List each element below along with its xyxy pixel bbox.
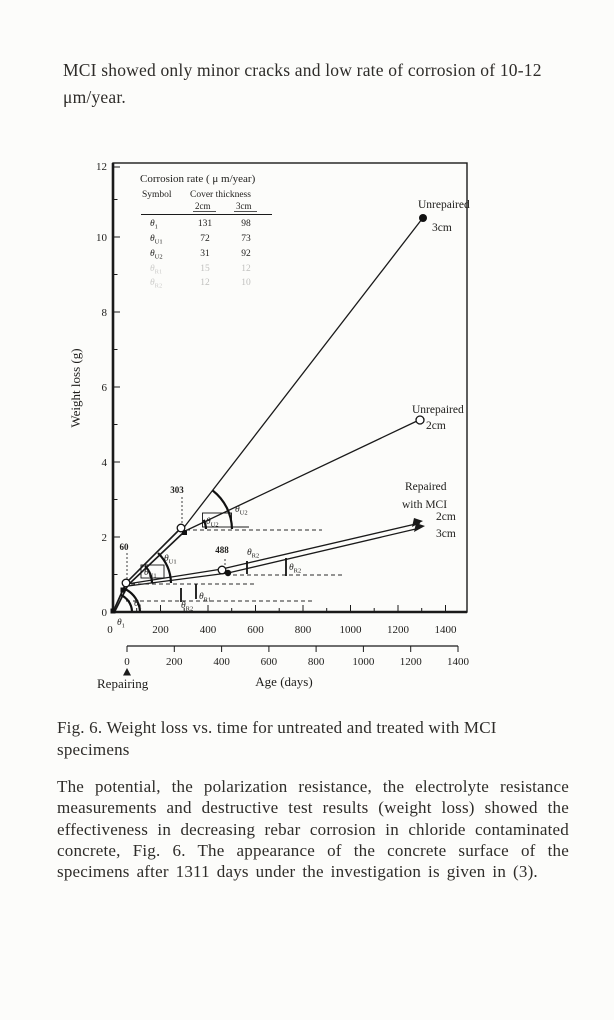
legend-row: θU1 72 73 xyxy=(150,234,251,246)
legend-row: θ1 131 98 xyxy=(150,219,251,231)
x-tick-label: 200 xyxy=(152,624,169,636)
line-unrepaired-2cm xyxy=(182,420,418,533)
angle-thetaU1: θU1 xyxy=(164,554,177,566)
x2-tick-label: 0 xyxy=(124,656,130,668)
x-tick-label: 1000 xyxy=(340,624,363,636)
x2-tick-label: 1000 xyxy=(352,656,375,668)
legend-sub-3cm: 3cm xyxy=(236,201,252,211)
y-tick-label: 4 xyxy=(102,457,108,469)
x-tick-label: 0 xyxy=(107,624,113,636)
angle-thetaR1: θR1 xyxy=(199,592,211,604)
svg-text:73: 73 xyxy=(241,234,251,244)
angle-thetaR2: θR2 xyxy=(289,563,301,575)
endpoint-unrepaired-3cm xyxy=(419,214,427,222)
svg-text:θR1: θR1 xyxy=(150,264,162,276)
figure-caption: Fig. 6. Weight loss vs. time for untreat… xyxy=(57,718,497,760)
x-tick-label: 800 xyxy=(295,624,312,636)
svg-text:15: 15 xyxy=(200,264,210,274)
x-axis-title: Age (days) xyxy=(255,674,312,689)
legend-title: Corrosion rate ( μ m/year) xyxy=(140,173,256,185)
point-annotations: 60 303 488 xyxy=(120,485,230,555)
label-repaired: Repaired xyxy=(405,481,447,493)
x-tick-label: 600 xyxy=(247,624,264,636)
svg-text:12: 12 xyxy=(200,278,210,288)
x2-tick-label: 600 xyxy=(261,656,278,668)
y-tick-label: 8 xyxy=(102,307,108,319)
y-axis: 0 2 4 6 8 10 12 Weight loss (g) xyxy=(68,161,120,619)
y-tick-label: 12 xyxy=(96,161,107,173)
svg-text:θU2: θU2 xyxy=(150,249,163,261)
label-repaired-2: with MCI xyxy=(402,499,447,511)
annotation-303: 303 xyxy=(170,485,184,495)
x-tick-label: 1200 xyxy=(387,624,410,636)
endpoint-unrepaired-2cm xyxy=(415,415,425,425)
svg-text:12: 12 xyxy=(241,264,251,274)
label-unrepaired-2cm: Unrepaired xyxy=(412,404,464,416)
annotation-488: 488 xyxy=(215,545,229,555)
svg-text:72: 72 xyxy=(200,234,210,244)
y-tick-label: 10 xyxy=(96,232,108,244)
repairing-marker-icon xyxy=(123,668,131,676)
x-tick-label: 1400 xyxy=(435,624,458,636)
x2-tick-label: 800 xyxy=(308,656,325,668)
line-unrepaired-3cm xyxy=(181,218,423,531)
angle-labels: θ1 θ1 θU1 θU1 θU2 θU2 θR2 θR1 θR2 θR2 xyxy=(117,505,301,630)
angle-thetaU2: θU2 xyxy=(235,505,248,517)
legend-row: θR2 12 10 xyxy=(150,278,251,290)
intro-paragraph: MCI showed only minor cracks and low rat… xyxy=(63,60,542,108)
y-tick-label: 2 xyxy=(102,532,108,544)
y-axis-title: Weight loss (g) xyxy=(68,348,83,427)
x-axis-primary: 0 200 400 600 800 1000 1200 1400 xyxy=(107,605,457,636)
annotation-60: 60 xyxy=(120,542,130,552)
svg-text:θR2: θR2 xyxy=(150,278,162,290)
legend-col-symbol: Symbol xyxy=(142,190,172,200)
svg-text:θ1: θ1 xyxy=(150,219,158,231)
legend-row: θR1 15 12 xyxy=(150,264,251,276)
series-labels: Unrepaired 3cm Unrepaired 2cm Repaired w… xyxy=(402,199,470,540)
svg-text:92: 92 xyxy=(241,249,251,259)
series-lines xyxy=(112,218,425,613)
label-unrepaired-3cm-cover: 3cm xyxy=(432,222,452,234)
angle-theta1: θ1 xyxy=(117,618,125,630)
angle-theta1: θ1 xyxy=(134,599,142,611)
x2-tick-label: 1200 xyxy=(400,656,423,668)
label-unrepaired-2cm-cover: 2cm xyxy=(426,420,446,432)
svg-text:98: 98 xyxy=(241,219,251,229)
angle-thetaR2: θR2 xyxy=(181,601,193,613)
legend-table: Corrosion rate ( μ m/year) Symbol Cover … xyxy=(140,173,272,290)
angle-guides xyxy=(120,489,342,612)
legend-col-cover: Cover thickness xyxy=(190,190,251,200)
svg-text:10: 10 xyxy=(241,278,251,288)
svg-text:31: 31 xyxy=(200,249,210,259)
svg-text:θU1: θU1 xyxy=(150,234,163,246)
x2-tick-label: 200 xyxy=(166,656,183,668)
body-paragraph: The potential, the polarization resistan… xyxy=(57,777,569,881)
label-unrepaired-3cm: Unrepaired xyxy=(418,199,470,211)
angle-thetaU2: θU2 xyxy=(206,517,219,529)
legend-sub-2cm: 2cm xyxy=(195,201,211,211)
label-repaired-3cm: 3cm xyxy=(436,528,456,540)
y-tick-label: 0 xyxy=(102,607,108,619)
arrow-end-repaired-3cm xyxy=(414,523,425,532)
data-point-markers xyxy=(110,214,427,614)
svg-text:131: 131 xyxy=(198,219,213,229)
angle-thetaU1: θU1 xyxy=(144,568,157,580)
legend-row: θU2 31 92 xyxy=(150,249,251,261)
label-repaired-2cm: 2cm xyxy=(436,511,456,523)
x-tick-label: 400 xyxy=(200,624,217,636)
y-tick-label: 6 xyxy=(102,382,108,394)
arrow-end-repaired-2cm xyxy=(412,518,423,527)
x2-tick-label: 400 xyxy=(213,656,230,668)
repairing-label: Repairing xyxy=(97,676,149,691)
x-axis-secondary: 0 200 400 600 800 1000 1200 1400 Repairi… xyxy=(97,645,470,691)
x2-tick-label: 1400 xyxy=(447,656,470,668)
angle-thetaR2: θR2 xyxy=(247,548,259,560)
